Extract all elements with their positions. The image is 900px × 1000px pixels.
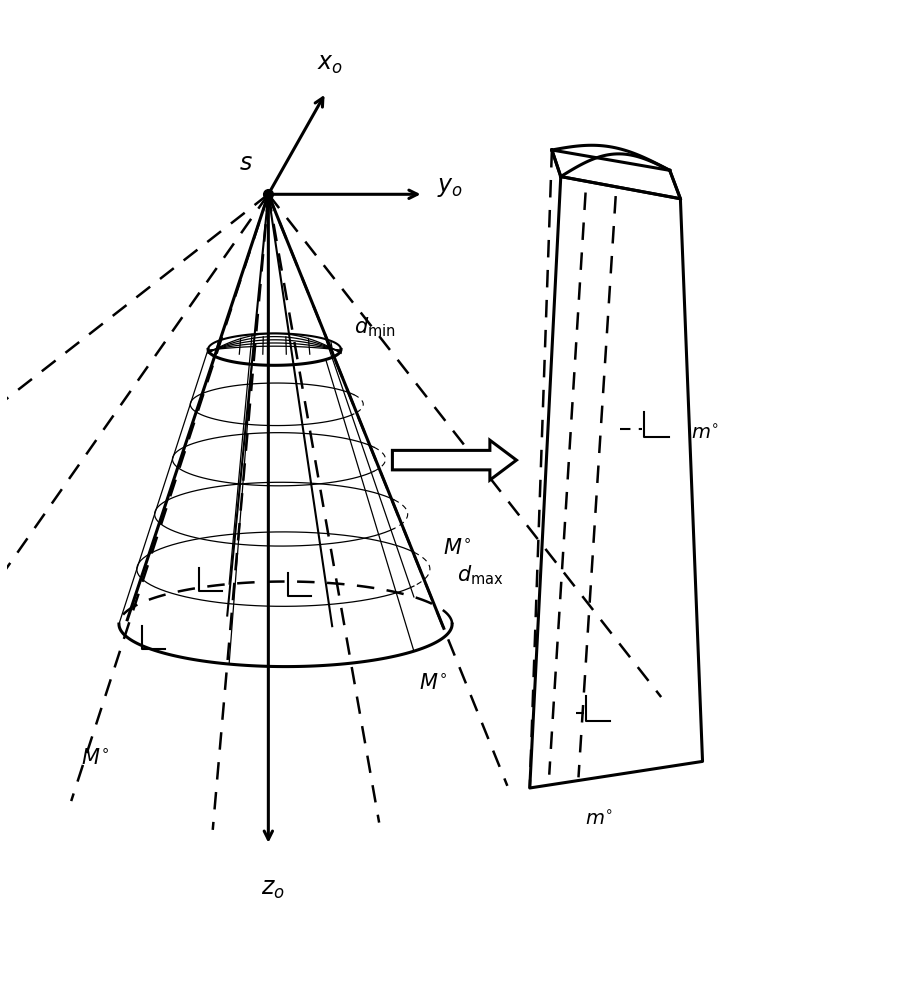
Text: $m^{\circ}$: $m^{\circ}$ — [691, 424, 719, 443]
Text: $x_o$: $x_o$ — [318, 52, 343, 76]
Text: $m^{\circ}$: $m^{\circ}$ — [585, 810, 613, 829]
Text: $M^{\circ}$: $M^{\circ}$ — [418, 673, 447, 693]
Text: $d_{\min}$: $d_{\min}$ — [355, 315, 396, 339]
FancyArrow shape — [392, 440, 517, 480]
Text: $M^{\circ}$: $M^{\circ}$ — [81, 748, 110, 768]
Text: $y_o$: $y_o$ — [436, 175, 463, 199]
Text: $M^{\circ}$: $M^{\circ}$ — [444, 538, 472, 558]
Text: $z_o$: $z_o$ — [261, 877, 284, 901]
Text: $d_{\max}$: $d_{\max}$ — [456, 564, 503, 587]
Text: $s$: $s$ — [238, 151, 252, 175]
